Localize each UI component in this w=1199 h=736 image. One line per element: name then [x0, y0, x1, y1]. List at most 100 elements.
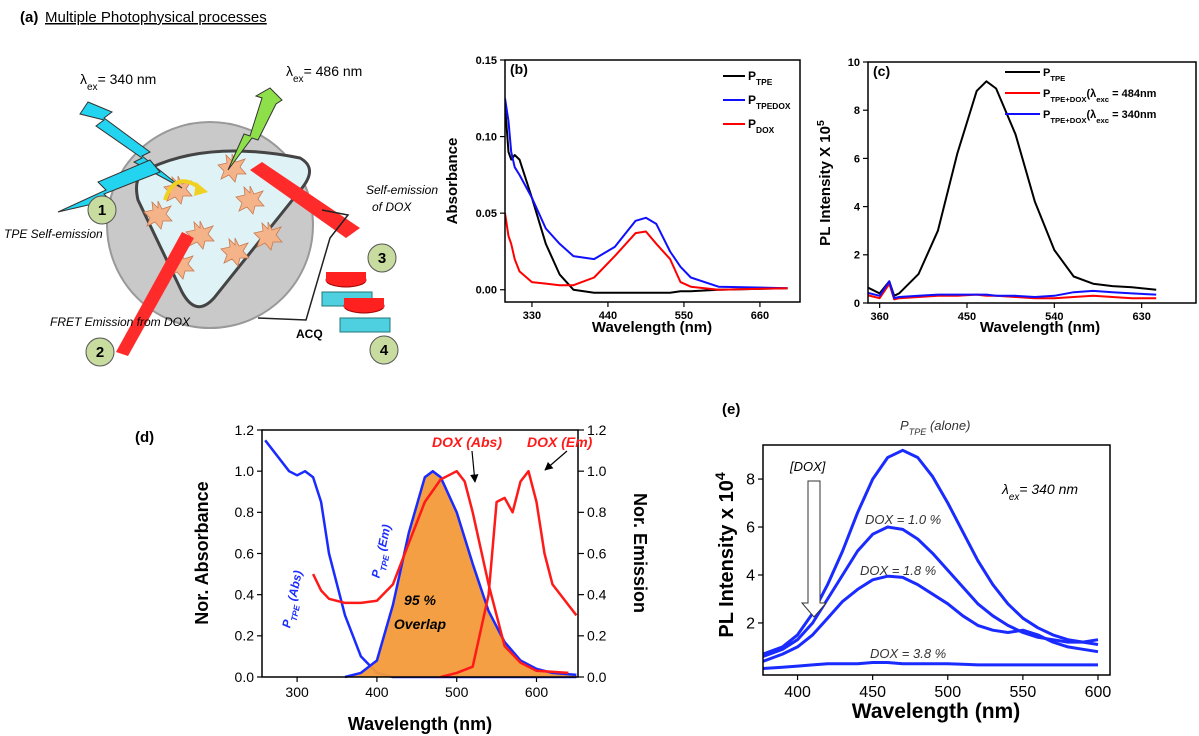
label-part: P: [748, 69, 756, 83]
y-tick-label: 0.2: [235, 628, 255, 644]
steps: 1 2 3 4: [85, 195, 399, 367]
x-tick-label: 450: [859, 684, 886, 701]
label-part: = 486 nm: [304, 63, 363, 79]
annotation: ACQ: [296, 327, 323, 341]
label-part: (λ: [1086, 88, 1096, 100]
step-marker: [87, 195, 117, 225]
y2-tick-label: 0.8: [587, 504, 607, 520]
y2-tick-label: 0.0: [587, 669, 607, 685]
series-line: [868, 280, 1157, 300]
series-label: DOX = 1.0 %: [865, 512, 941, 527]
plot-area: [868, 80, 1157, 301]
label-part: exc: [1096, 116, 1110, 125]
label-part: TPE: [1050, 74, 1065, 83]
label-part: λ: [80, 71, 87, 87]
x-tick-label: 630: [1132, 311, 1150, 323]
plot-frame: [504, 59, 801, 303]
series-line: [868, 282, 1157, 301]
x-axis-label: Wavelength (nm): [348, 714, 492, 734]
x-tick-label: 600: [1085, 684, 1112, 701]
x-tick-label: 550: [1010, 684, 1037, 701]
y2-tick-label: 0.6: [587, 545, 607, 561]
label-part: P: [369, 567, 385, 579]
x-axis-label: Wavelength (nm): [980, 319, 1100, 336]
label-part: ex: [293, 74, 304, 85]
plot-frame: [762, 444, 1111, 676]
y-tick-label: 0: [854, 298, 860, 310]
label-part: λ: [286, 63, 293, 79]
y-tick-label: 0.15: [476, 55, 497, 67]
acq-stack: [321, 272, 391, 333]
plot-area: [264, 439, 578, 679]
series-label: DOX (Em): [527, 434, 593, 450]
label-part: P: [1043, 88, 1050, 100]
y-axis-label: PL Intensity X 105: [815, 120, 834, 246]
label-part: 4: [712, 472, 728, 480]
y-tick-label: 0.0: [235, 669, 255, 685]
chart: 400 450 500 550 600 2 4 6 8 Wavelength (nm) PL Int…: [712, 401, 1111, 723]
label-part: Absorbance: [444, 138, 461, 225]
label-part: P: [279, 617, 295, 629]
label-part: = 340nm: [1109, 109, 1157, 121]
x-tick-label: 300: [285, 684, 309, 700]
series-line: [505, 98, 788, 290]
label-part: = 340 nm: [1019, 481, 1078, 497]
y2-axis-label: Nor. Emission: [630, 493, 650, 613]
y2-tick-label: 1.2: [587, 422, 607, 438]
y2-tick-label: 0.2: [587, 628, 607, 644]
chart: 300 400 500 600 0.0 0.2 0.4 0.6 0.8 1.0 1.2 0.0 0.2 0…: [135, 422, 650, 734]
excitation-label: λex= 486 nm: [286, 63, 362, 85]
label-part: ex: [87, 82, 98, 93]
x-tick-label: 400: [365, 684, 389, 700]
x-tick-label: 440: [599, 310, 617, 322]
label-part: DOX = 3.8 %: [870, 646, 946, 661]
y-tick-label: 6: [854, 153, 860, 165]
y2-tick-label: 0.4: [587, 587, 607, 603]
step-marker: [85, 337, 115, 367]
series-label: DOX = 3.8 %: [870, 646, 946, 661]
step-number: 3: [378, 250, 386, 267]
series-line: [440, 469, 578, 679]
label-part: TPE: [378, 554, 391, 572]
label-part: (λ: [1086, 109, 1096, 121]
label-part: P: [900, 418, 909, 433]
label-part: Nor. Emission: [630, 493, 650, 613]
step-number: 4: [380, 342, 389, 359]
label-part: (Em): [374, 523, 394, 555]
label-part: = 340 nm: [98, 71, 157, 87]
series-label: PTPE (alone): [900, 418, 970, 437]
annotation: 95 %: [404, 592, 436, 608]
annotation: of DOX: [372, 200, 412, 214]
annotation: TPE Self-emission: [4, 227, 103, 241]
x-tick-label: 450: [958, 311, 976, 323]
y-tick-label: 2: [854, 250, 860, 262]
legend-label: PTPEDOX: [748, 93, 791, 111]
overlap-area: [345, 471, 577, 677]
x-axis-label: Wavelength (nm): [592, 319, 712, 336]
emission-beam: [250, 162, 360, 238]
y-tick-label: 0.05: [476, 208, 497, 220]
label-part: (Abs): [284, 569, 305, 605]
x-tick-label: 330: [523, 310, 541, 322]
label-part: [DOX]: [789, 459, 826, 474]
label-part: P: [748, 93, 756, 107]
step-number: 1: [98, 202, 106, 219]
legend-label: PTPE: [748, 69, 773, 87]
panel-label: (e): [722, 401, 740, 418]
series-line: [763, 574, 1099, 663]
legend-label: PTPE+DOX(λexc = 340nm: [1043, 109, 1157, 125]
label-part: DOX (Abs): [432, 434, 502, 450]
label-arrow: [470, 450, 479, 483]
label-part: 5: [815, 120, 827, 126]
x-tick-label: 600: [525, 684, 549, 700]
label-part: DOX (Em): [527, 434, 593, 450]
series-line: [505, 105, 788, 294]
label-part: λ: [1001, 481, 1009, 497]
panel-title: Multiple Photophysical processes: [45, 9, 267, 26]
y-axis-label: Nor. Absorbance: [192, 481, 212, 624]
emission-bolt: [57, 159, 161, 213]
label-part: ex: [1009, 492, 1020, 503]
annotation: [DOX]: [789, 459, 826, 474]
y-tick-label: 2: [746, 616, 755, 633]
excitation-bolt: [79, 101, 183, 189]
